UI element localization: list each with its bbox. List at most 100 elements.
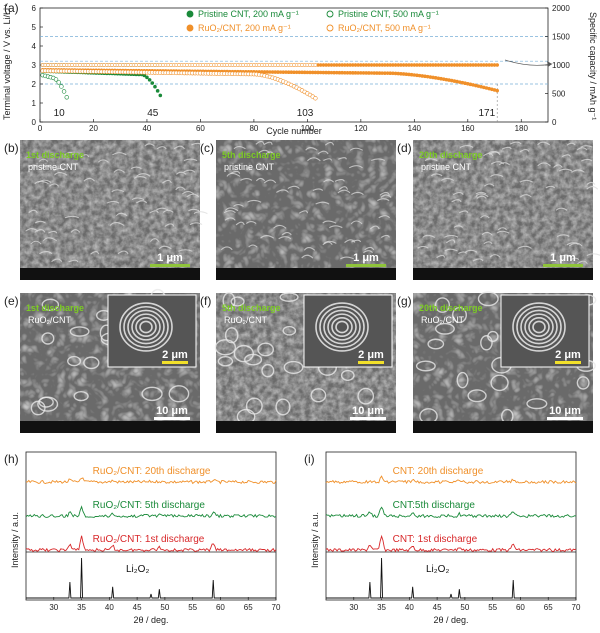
flake bbox=[166, 260, 177, 264]
cycle-annotation: 45 bbox=[147, 108, 159, 119]
flake bbox=[181, 191, 195, 195]
scale-bar-label: 10 μm bbox=[156, 405, 188, 417]
voltage-series bbox=[40, 68, 318, 101]
voltage-point bbox=[150, 81, 155, 85]
flake bbox=[240, 177, 253, 181]
cycle-annotations: 10 45 103 171 bbox=[54, 108, 496, 119]
xrd-pattern bbox=[25, 535, 277, 553]
flake bbox=[380, 234, 390, 238]
flake bbox=[322, 241, 333, 246]
flake bbox=[458, 251, 468, 254]
panel-label-d: (d) bbox=[397, 141, 412, 155]
toroid-ring bbox=[520, 309, 558, 345]
particle bbox=[427, 338, 445, 350]
flake bbox=[483, 241, 493, 245]
flake bbox=[315, 201, 330, 205]
xrd-pattern bbox=[25, 477, 277, 485]
flake bbox=[324, 141, 335, 146]
x-axis-label: 2θ / deg. bbox=[133, 615, 168, 625]
x-tick-label: 65 bbox=[244, 603, 253, 612]
particle bbox=[83, 356, 100, 370]
flake bbox=[566, 142, 576, 146]
scale-bar-label: 1 μm bbox=[157, 252, 183, 264]
flake bbox=[136, 200, 148, 204]
particle bbox=[224, 327, 239, 344]
flake bbox=[112, 152, 127, 156]
flake bbox=[349, 147, 364, 151]
y-tick-label: 4 bbox=[32, 42, 37, 51]
legend-label: Pristine CNT, 500 mA g⁻¹ bbox=[338, 9, 439, 19]
series-label: CNT: 1st discharge bbox=[393, 534, 478, 545]
flake bbox=[303, 247, 316, 251]
flake bbox=[178, 249, 193, 252]
capacity-arrow bbox=[504, 59, 553, 66]
reference-lines bbox=[40, 36, 548, 122]
flake bbox=[464, 249, 478, 253]
flake bbox=[496, 230, 510, 234]
particle bbox=[477, 291, 499, 307]
flake bbox=[64, 151, 74, 156]
sample-label: pristine CNT bbox=[224, 162, 275, 172]
toroid-ring bbox=[331, 316, 353, 337]
flake bbox=[440, 177, 455, 182]
flake bbox=[161, 179, 172, 184]
flake bbox=[576, 147, 588, 151]
flake bbox=[351, 239, 362, 243]
flake bbox=[176, 171, 187, 175]
capacity-series bbox=[40, 63, 318, 67]
flake bbox=[480, 215, 490, 219]
flake bbox=[453, 225, 464, 228]
flake bbox=[451, 199, 462, 203]
particle bbox=[41, 298, 60, 311]
voltage-point bbox=[153, 84, 157, 89]
particle bbox=[168, 385, 190, 403]
sem-panel-d: (d) 1 μm 20th discharge pristine CNT bbox=[397, 140, 600, 280]
toroid-ring bbox=[319, 305, 365, 349]
flake bbox=[338, 186, 348, 191]
particle bbox=[282, 325, 297, 336]
flake bbox=[509, 141, 522, 145]
voltage-point bbox=[64, 95, 69, 100]
reference-label: Li₂O₂ bbox=[426, 564, 449, 575]
discharge-label: 1st discharge bbox=[26, 303, 84, 313]
x-tick-label: 60 bbox=[196, 124, 205, 133]
particle bbox=[480, 335, 493, 351]
flake bbox=[338, 157, 347, 160]
capacity-arrowhead bbox=[547, 61, 552, 67]
y-right-tick-label: 1500 bbox=[552, 33, 570, 42]
flake bbox=[54, 172, 68, 176]
flake bbox=[537, 162, 551, 167]
flake bbox=[348, 165, 363, 169]
inset-scale-bar bbox=[358, 361, 384, 364]
flake bbox=[156, 207, 169, 211]
toroid-ring bbox=[532, 320, 546, 334]
toroid-ring bbox=[135, 316, 157, 337]
voltage-series bbox=[40, 72, 69, 100]
particle bbox=[67, 355, 82, 367]
panel-label-f: (f) bbox=[200, 294, 211, 308]
flake bbox=[115, 212, 128, 217]
flake bbox=[130, 166, 142, 170]
flake bbox=[247, 199, 262, 203]
reference-pattern bbox=[326, 557, 576, 599]
legend-marker bbox=[326, 10, 334, 18]
flake bbox=[28, 209, 38, 214]
sem-info-bar bbox=[216, 268, 396, 280]
flake bbox=[106, 200, 120, 204]
flake bbox=[80, 154, 90, 158]
series-label: CNT: 20th discharge bbox=[393, 466, 484, 477]
flake bbox=[233, 203, 244, 207]
flake bbox=[371, 158, 385, 162]
x-tick-label: 80 bbox=[249, 124, 258, 133]
x-tick-label: 20 bbox=[89, 124, 98, 133]
flake bbox=[580, 145, 593, 148]
x-tick-label: 40 bbox=[405, 603, 414, 612]
toroid-ring bbox=[131, 313, 161, 341]
flake bbox=[68, 259, 79, 263]
x-tick-label: 100 bbox=[301, 124, 315, 133]
particle bbox=[41, 332, 55, 345]
particle bbox=[456, 371, 469, 389]
flake bbox=[501, 146, 512, 150]
plot-frame bbox=[325, 451, 577, 601]
